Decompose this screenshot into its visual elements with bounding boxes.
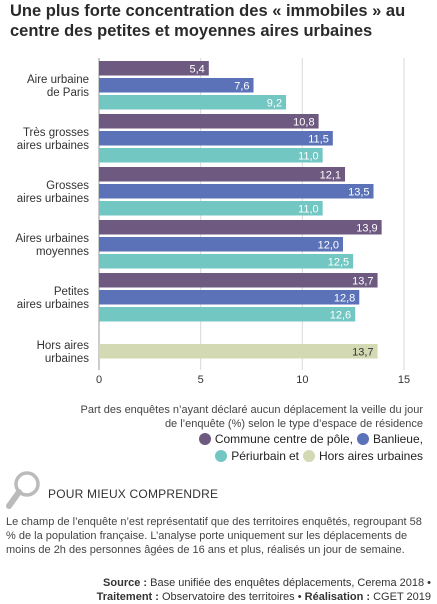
bar-value-label: 13,7 [352, 346, 373, 358]
chart-legend: Commune centre de pôle, Banlieue, Périur… [120, 432, 423, 466]
bar [99, 344, 378, 359]
bar [99, 131, 333, 146]
bar-value-label: 11,5 [308, 133, 329, 145]
category-label: urbaines [45, 353, 89, 365]
legend-label-commune-centre: Commune centre de pôle [214, 432, 350, 446]
bar [99, 114, 319, 129]
bar-value-label: 13,7 [352, 275, 373, 287]
realisation-label: Réalisation : [304, 591, 371, 603]
bar-value-label: 13,5 [348, 186, 369, 198]
x-tick-label: 0 [96, 374, 102, 386]
chart-x-ticks: 0 5 10 15 [96, 374, 410, 386]
bar [99, 273, 378, 288]
credits-line: Traitement : Observatoire des territoire… [97, 590, 431, 604]
chart-explanation: Part des enquêtes n’ayant déclaré aucun … [80, 404, 423, 430]
section-title: POUR MIEUX COMPRENDRE [48, 487, 219, 501]
source-label: Source : [103, 577, 148, 589]
legend-swatch-hors-aires [302, 450, 315, 462]
bar-chart: 5,47,69,210,811,511,012,113,511,013,912,… [15, 58, 410, 386]
bar [99, 148, 323, 163]
bar-value-label: 11,0 [298, 203, 319, 215]
bar-value-label: 7,6 [234, 80, 249, 92]
x-tick-label: 15 [398, 374, 410, 386]
legend-connector: et [288, 449, 299, 463]
bar-value-label: 12,5 [328, 256, 349, 268]
source-block: Source : Base unifiée des enquêtes dépla… [97, 576, 431, 604]
source-text: Base unifiée des enquêtes déplacements, … [150, 577, 431, 589]
treatment-text: Observatoire des territoires • [162, 591, 302, 603]
bar-value-label: 12,1 [320, 169, 341, 181]
bar-value-label: 9,2 [267, 97, 282, 109]
bar-value-label: 11,0 [298, 150, 319, 162]
chart-bars [99, 61, 382, 359]
legend-label-periurbain: Périurbain [231, 449, 286, 463]
bar-value-label: 12,8 [334, 292, 355, 304]
bar-value-label: 12,6 [330, 309, 351, 321]
bar [99, 167, 346, 182]
bar [99, 254, 354, 269]
legend-item-banlieue: Banlieue, [356, 432, 423, 446]
chart-value-labels: 5,47,69,210,811,511,012,113,511,013,912,… [190, 63, 378, 358]
realisation-text: CGET 2019 [373, 591, 431, 603]
magnifier-icon [6, 471, 40, 509]
legend-item-hors-aires: Hors aires urbaines [302, 449, 423, 463]
methodology-note: Le champ de l’enquête n’est représentati… [6, 516, 422, 556]
bar [99, 307, 356, 322]
category-label: Grosses [46, 180, 89, 192]
legend-label-banlieue: Banlieue [372, 432, 420, 446]
bar [99, 201, 323, 216]
category-label: de Paris [47, 87, 89, 99]
category-label: aires urbaines [17, 193, 89, 205]
category-label: moyennes [36, 246, 89, 258]
bar [99, 61, 209, 76]
source-line: Source : Base unifiée des enquêtes dépla… [97, 576, 431, 590]
x-tick-label: 10 [296, 374, 308, 386]
bar [99, 184, 374, 199]
bar-value-label: 10,8 [293, 116, 314, 128]
bar [99, 237, 343, 252]
bar-value-label: 5,4 [190, 63, 205, 75]
legend-label-hors-aires: Hors aires urbaines [318, 449, 423, 463]
treatment-label: Traitement : [96, 591, 159, 603]
bar [99, 95, 287, 110]
bar [99, 78, 254, 93]
category-label: Aires urbaines [15, 233, 89, 245]
category-label: Aire urbaine [27, 74, 89, 86]
category-label: Petites [54, 286, 89, 298]
bar [99, 220, 382, 235]
category-label: Très grosses [23, 127, 89, 139]
legend-swatch-commune-centre [198, 433, 211, 445]
x-tick-label: 5 [198, 374, 204, 386]
legend-item-periurbain: Périurbain et [215, 449, 299, 463]
chart-title: Une plus forte concentration des « immob… [10, 2, 406, 40]
bar [99, 290, 360, 305]
category-label: aires urbaines [17, 140, 89, 152]
bar-value-label: 12,0 [318, 239, 339, 251]
legend-swatch-banlieue [356, 433, 369, 445]
category-label: Hors aires [37, 340, 90, 352]
bar-value-label: 13,9 [356, 222, 377, 234]
category-label: aires urbaines [17, 299, 89, 311]
legend-item-commune-centre: Commune centre de pôle, [198, 432, 353, 446]
legend-swatch-periurbain [215, 450, 228, 462]
